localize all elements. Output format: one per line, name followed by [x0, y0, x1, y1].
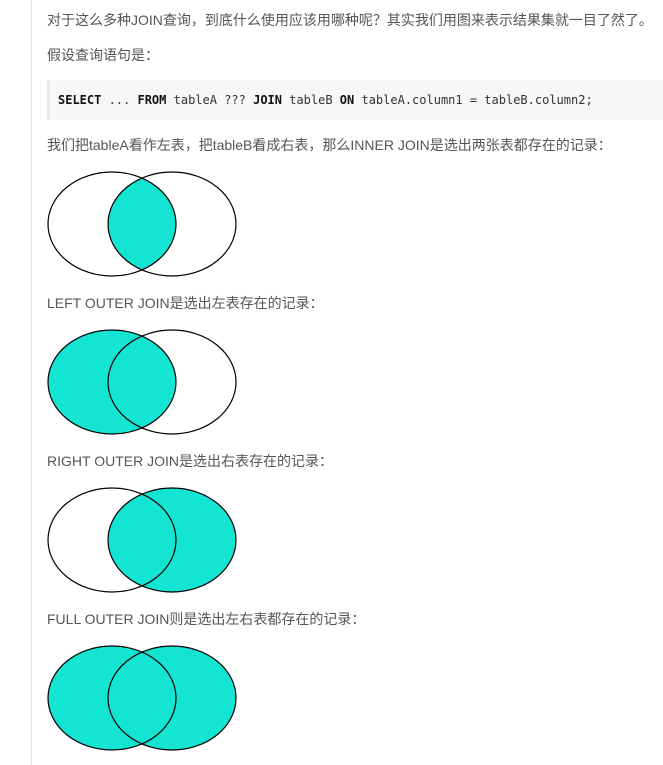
- intersection-region: [108, 172, 176, 276]
- left-table-region: [48, 330, 176, 434]
- right-table-outline: [107, 645, 237, 751]
- full-join-venn-diagram: [47, 645, 237, 751]
- right-join-caption: RIGHT OUTER JOIN是选出右表存在的记录：: [47, 453, 333, 469]
- full-join-caption: FULL OUTER JOIN则是选出左右表都存在的记录：: [47, 611, 366, 627]
- intro-paragraph: 对于这么多种JOIN查询，到底什么使用应该用哪种呢？其实我们用图来表示结果集就一…: [47, 12, 653, 28]
- query-intro-paragraph: 假设查询语句是：: [47, 47, 159, 63]
- left-table-outline: [47, 645, 177, 751]
- sql-code-block: SELECT ... FROM tableA ??? JOIN tableB O…: [47, 80, 663, 120]
- sql-code-line: SELECT ... FROM tableA ??? JOIN tableB O…: [58, 93, 593, 107]
- right-join-venn-diagram: [47, 487, 237, 593]
- sql-text: tableB: [282, 93, 340, 107]
- sql-keyword: ON: [339, 93, 355, 107]
- right-table-region: [108, 488, 236, 592]
- inner-join-caption: 我们把tableA看作左表，把tableB看成右表，那么INNER JOIN是选…: [47, 137, 612, 153]
- left-table-outline: [47, 487, 177, 593]
- sql-text: tableA ???: [166, 93, 254, 107]
- right-table-outline: [107, 329, 237, 435]
- left-table-outline: [47, 171, 177, 277]
- left-margin-rule: [31, 0, 32, 765]
- sql-text: tableA.column1 = tableB.column2;: [354, 93, 593, 107]
- sql-keyword: JOIN: [253, 93, 282, 107]
- sql-keyword: FROM: [137, 93, 167, 107]
- right-table-region: [108, 646, 236, 750]
- right-table-outline: [107, 487, 237, 593]
- inner-join-venn-diagram: [47, 171, 237, 277]
- sql-text: ...: [101, 93, 138, 107]
- left-join-venn-diagram: [47, 329, 237, 435]
- sql-keyword: SELECT: [58, 93, 102, 107]
- right-table-outline: [107, 171, 237, 277]
- left-join-caption: LEFT OUTER JOIN是选出左表存在的记录：: [47, 295, 324, 311]
- left-table-outline: [47, 329, 177, 435]
